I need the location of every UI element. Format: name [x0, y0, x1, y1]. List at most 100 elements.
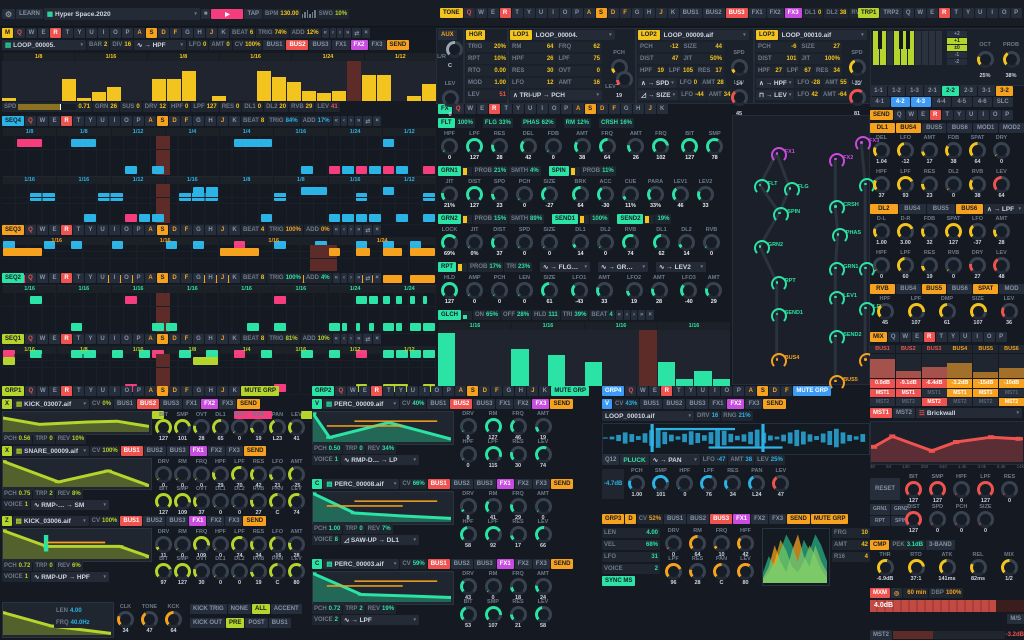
- knob-lpf-dial[interactable]: [231, 536, 248, 553]
- cv-amount[interactable]: CV 0%: [90, 399, 114, 409]
- knob-lev2-dial[interactable]: [697, 186, 714, 203]
- step-cell[interactable]: [179, 349, 191, 358]
- step-cell[interactable]: [409, 247, 435, 256]
- trig-probability[interactable]: TRIG 84%: [267, 116, 300, 126]
- knob-ovt-dial[interactable]: [193, 563, 210, 580]
- key-o[interactable]: O: [121, 273, 133, 283]
- key-i[interactable]: I: [109, 116, 121, 126]
- key-g[interactable]: G: [193, 334, 205, 344]
- beat-count[interactable]: BEAT 8: [241, 273, 267, 283]
- step-cell[interactable]: [125, 295, 137, 304]
- fx-assign-fx3[interactable]: FX3: [745, 399, 763, 409]
- key-y[interactable]: Y: [85, 116, 97, 126]
- waveform-display[interactable]: [602, 423, 870, 455]
- param-rm[interactable]: RM 64: [510, 42, 556, 52]
- key-e[interactable]: E: [911, 332, 923, 342]
- key-a[interactable]: A: [145, 334, 157, 344]
- knob-thr-dial[interactable]: [876, 559, 894, 576]
- fx-assign-fx3[interactable]: FX3: [368, 40, 386, 50]
- param-amt[interactable]: AMT 0: [209, 40, 232, 50]
- mst-tab-mst1[interactable]: MST1: [870, 408, 893, 418]
- graph-node-lev1[interactable]: [829, 290, 846, 307]
- param-amt[interactable]: AMT 55: [823, 78, 849, 88]
- param-mod[interactable]: MOD 1.00: [466, 78, 508, 88]
- step-cell[interactable]: [355, 349, 368, 358]
- send-tab-bus4[interactable]: BUS4: [895, 123, 921, 133]
- knob-rvb-dial[interactable]: [250, 419, 267, 436]
- step-cell[interactable]: [152, 213, 164, 222]
- key-o[interactable]: O: [998, 8, 1010, 18]
- key-u[interactable]: U: [697, 386, 709, 396]
- key-r[interactable]: R: [661, 386, 673, 396]
- param-ovt[interactable]: OVT 0: [556, 66, 602, 76]
- knob-lpf-dial[interactable]: [665, 563, 682, 580]
- knob-dl2-dial[interactable]: [231, 493, 248, 510]
- fx-tab-fx3[interactable]: FX3: [784, 8, 802, 18]
- step-cell[interactable]: [355, 213, 368, 222]
- envelope-display[interactable]: [312, 411, 454, 445]
- bar[interactable]: [182, 70, 196, 101]
- param-smth[interactable]: SMTH 4%: [509, 166, 541, 176]
- param-res[interactable]: RES 30: [510, 66, 556, 76]
- track-button-seq1[interactable]: SEQ1: [2, 334, 25, 344]
- step-cell[interactable]: [70, 138, 96, 147]
- param-size[interactable]: SIZE 27: [799, 42, 842, 52]
- key-p[interactable]: P: [122, 28, 133, 38]
- knob-dry-dial[interactable]: [993, 142, 1010, 159]
- knob-pan-dial[interactable]: [269, 563, 286, 580]
- send-button[interactable]: SEND: [237, 399, 260, 409]
- knob-dist-dial[interactable]: [466, 186, 483, 203]
- key-d[interactable]: D: [596, 104, 608, 114]
- mix-channel-meter[interactable]: [973, 354, 999, 378]
- kick-opt-all[interactable]: ALL: [252, 604, 270, 614]
- kick-opt-bus1[interactable]: BUS1: [268, 618, 291, 628]
- step-cell[interactable]: [409, 274, 435, 283]
- step-cell[interactable]: [192, 186, 205, 195]
- gear-icon[interactable]: ⚙: [2, 9, 16, 19]
- trp-oct-dial[interactable]: [976, 51, 994, 68]
- cv-amount[interactable]: CV 40%: [400, 399, 427, 409]
- bus-assign-bus3[interactable]: BUS3: [473, 559, 496, 569]
- knob-smp-dial[interactable]: [652, 475, 670, 492]
- bar[interactable]: [2, 97, 16, 101]
- mix-route-mst1[interactable]: MST1: [973, 389, 999, 397]
- mod-route-dropdown[interactable]: ∿ RMP-… → SM ▾: [31, 500, 110, 510]
- voice-count[interactable]: VOICE 8: [312, 535, 341, 545]
- bus-assign-bus2[interactable]: BUS2: [450, 399, 473, 409]
- knob-para-dial[interactable]: [647, 186, 664, 203]
- param-lfo[interactable]: LFO 31: [602, 552, 660, 562]
- fx-assign-fx2[interactable]: FX2: [207, 516, 225, 526]
- transport-icon[interactable]: ×: [373, 225, 381, 235]
- piano-black-key[interactable]: [899, 31, 903, 49]
- bus-assign-bus3[interactable]: BUS3: [473, 479, 496, 489]
- key-q[interactable]: Q: [335, 386, 347, 396]
- step-cell[interactable]: [138, 213, 151, 222]
- fx-send2-button[interactable]: SEND2: [617, 214, 644, 224]
- key-r[interactable]: R: [50, 28, 61, 38]
- key-s[interactable]: S: [157, 116, 169, 126]
- fx-assign-fx2[interactable]: FX2: [350, 40, 368, 50]
- knob-rto-dial[interactable]: [907, 559, 925, 576]
- step-cell[interactable]: [3, 240, 15, 249]
- key-y[interactable]: Y: [685, 386, 697, 396]
- param-off[interactable]: OFF 28%: [501, 310, 532, 320]
- param-tri[interactable]: TRI 23%: [504, 262, 533, 272]
- key-e[interactable]: E: [49, 273, 61, 283]
- mst-preset-dropdown[interactable]: ☲ Brickwall ▾: [916, 408, 1023, 418]
- param-trp[interactable]: TRP 2: [343, 604, 365, 614]
- slot-3-2[interactable]: 3-2: [996, 86, 1013, 96]
- step-cell[interactable]: [247, 322, 259, 331]
- bus-assign-bus3[interactable]: BUS3: [473, 399, 496, 409]
- knob-clk-dial[interactable]: [117, 611, 134, 628]
- meter-icon-b[interactable]: [309, 10, 316, 18]
- mix-route-mst2[interactable]: MST2: [921, 398, 947, 406]
- knob-amt-dial[interactable]: [705, 282, 723, 299]
- bar[interactable]: [347, 61, 361, 101]
- step-cell[interactable]: [260, 349, 273, 358]
- key-i[interactable]: I: [109, 334, 121, 344]
- sample-file-dropdown[interactable]: ▤ LOOP_00005. ▾: [2, 40, 86, 50]
- mute-grp-button[interactable]: MUTE GRP: [241, 386, 280, 396]
- bar[interactable]: [438, 332, 456, 386]
- key-q[interactable]: Q: [902, 8, 914, 18]
- add-probability[interactable]: ADD 0%: [303, 225, 332, 235]
